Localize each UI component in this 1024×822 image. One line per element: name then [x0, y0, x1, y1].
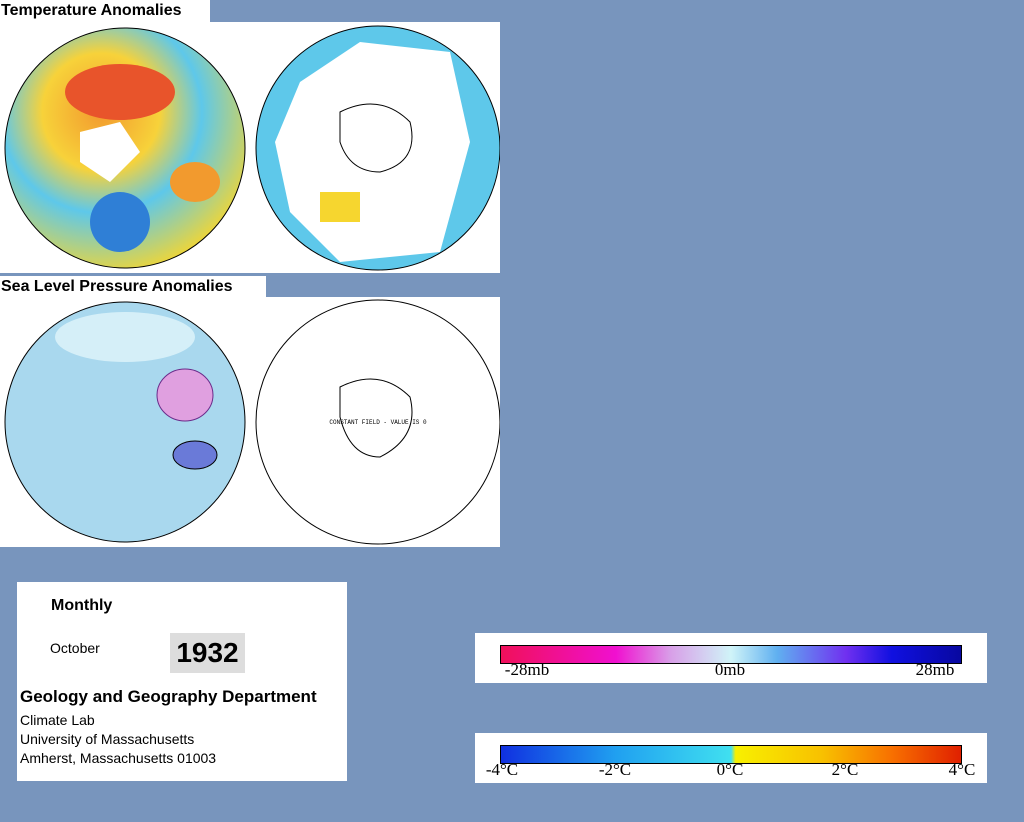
- map-region: [80, 122, 140, 182]
- color-bar: [500, 745, 962, 764]
- info-box: Monthly October 1932 Geology and Geograp…: [17, 582, 347, 781]
- pressure-scale: -28mb 0mb 28mb: [475, 633, 987, 683]
- info-line: Amherst, Massachusetts 01003: [20, 750, 217, 766]
- map-globe: [255, 299, 500, 545]
- info-line: University of Massachusetts: [20, 731, 195, 747]
- map-globe: [4, 301, 246, 543]
- color-bar: [500, 645, 962, 664]
- scale-label: 2°C: [831, 760, 859, 779]
- map-outline: [339, 378, 413, 458]
- map-region: [90, 192, 150, 252]
- map-region: [156, 368, 214, 422]
- scale-label: 0mb: [714, 660, 746, 679]
- month: October: [50, 640, 100, 656]
- department: Geology and Geography Department: [20, 687, 317, 706]
- map-region: [170, 162, 220, 202]
- map-region: [172, 440, 218, 470]
- map-region: [65, 64, 175, 120]
- scale-label: -2°C: [598, 760, 632, 779]
- period: Monthly: [51, 597, 113, 614]
- map-note: CONSTANT FIELD - VALUE IS 0: [329, 419, 427, 426]
- scale-label: 4°C: [948, 760, 976, 779]
- scale-label: 28mb: [915, 660, 955, 679]
- section-title: Sea Level Pressure Anomalies: [0, 276, 266, 298]
- scale-label: -4°C: [485, 760, 519, 779]
- temperature-scale: -4°C -2°C 0°C 2°C 4°C: [475, 733, 987, 783]
- scale-label: -28mb: [504, 660, 550, 679]
- map-outline: [339, 103, 413, 173]
- map-region: [55, 312, 195, 362]
- temperature-maps: [0, 22, 500, 273]
- section-title: Temperature Anomalies: [0, 0, 210, 22]
- map-region: [320, 192, 360, 222]
- pressure-maps: CONSTANT FIELD - VALUE IS 0: [0, 297, 500, 547]
- scale-label: 0°C: [716, 760, 744, 779]
- year: 1932: [170, 633, 245, 673]
- info-line: Climate Lab: [20, 712, 95, 728]
